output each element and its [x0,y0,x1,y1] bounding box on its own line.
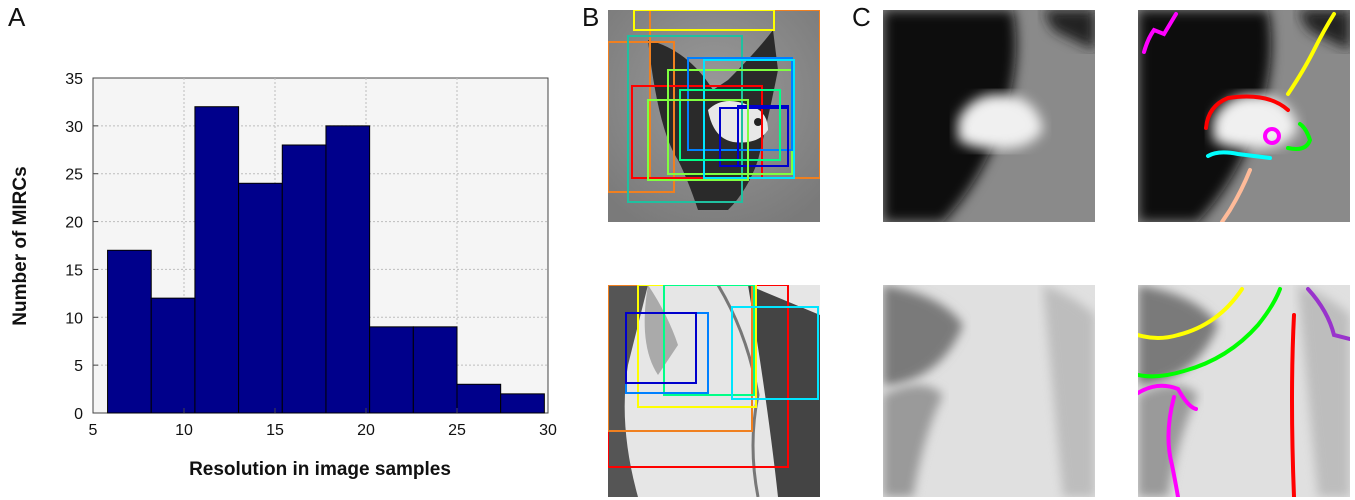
eagle-mirc-contours [1138,10,1350,222]
x-tick-label: 30 [539,422,557,439]
mirc-bounding-box [637,285,757,408]
panel-label-b: B [582,2,600,32]
histogram-bar [238,182,283,414]
panel-label-a: A [8,2,26,32]
mirc-bounding-box [633,10,775,31]
suit-image-boxes [608,285,820,497]
mirc-bounding-box [627,35,743,203]
y-tick-label: 10 [65,310,83,327]
x-tick-label: 10 [175,422,193,439]
contour-line [1206,150,1272,160]
mirc-bounding-box [719,107,789,167]
y-tick-label: 20 [65,215,83,232]
histogram-bar [281,144,327,414]
y-tick-label: 30 [65,119,83,136]
histogram-bar [500,393,545,414]
y-tick-labels: 0 5 10 15 20 25 30 35 [65,71,98,423]
suit-mirc-contours [1138,285,1350,497]
histogram-bar [412,326,458,414]
histogram-bar [325,125,371,414]
contour-line [1286,122,1313,151]
histogram-bars [107,106,545,414]
y-tick-label: 0 [74,406,83,423]
histogram-bar [456,383,502,414]
mirc-bounding-box [737,105,789,167]
contour-line [1290,313,1296,497]
x-axis-label: Resolution in image samples [189,459,451,480]
histogram-bar [150,297,196,414]
histogram-bar [369,326,414,414]
contour-line [1306,287,1350,341]
x-tick-label: 5 [89,422,98,439]
y-axis-label: Number of MIRCs [10,166,31,325]
mirc-bounding-box [687,57,793,151]
mirc-bounding-box [679,89,781,161]
mirc-bounding-box [608,285,753,432]
x-tick-label: 20 [357,422,375,439]
y-tick-label: 5 [74,358,83,375]
contour-line [1166,395,1180,497]
contour-line [1138,287,1244,340]
contour-line [1286,12,1336,96]
mirc-bounding-box [625,312,697,384]
mirc-bounding-box [608,285,789,468]
mirc-bounding-box [647,99,749,181]
mirc-bounding-box [731,306,819,400]
x-tick-label: 15 [266,422,284,439]
contour-line [1138,287,1282,379]
mirc-bounding-box [663,285,755,396]
histogram-bar [107,249,152,414]
suit-mirc-image [883,285,1095,497]
x-tick-labels: 5 10 15 20 25 30 [89,408,557,439]
mirc-bounding-box [608,41,675,193]
eagle-mirc-image [883,10,1095,222]
contour-line [1204,94,1290,130]
y-tick-label: 35 [65,71,83,88]
x-tick-label: 25 [448,422,466,439]
eagle-image-boxes [608,10,820,222]
y-tick-label: 15 [65,262,83,279]
panel-label-c: C [852,2,871,32]
contour-line [1138,383,1198,411]
eye-contour [1263,127,1281,145]
y-tick-label: 25 [65,167,83,184]
contour-line [1220,168,1252,222]
mirc-bounding-box [631,85,763,179]
histogram-bar [194,106,240,414]
contour-line [1142,12,1178,54]
